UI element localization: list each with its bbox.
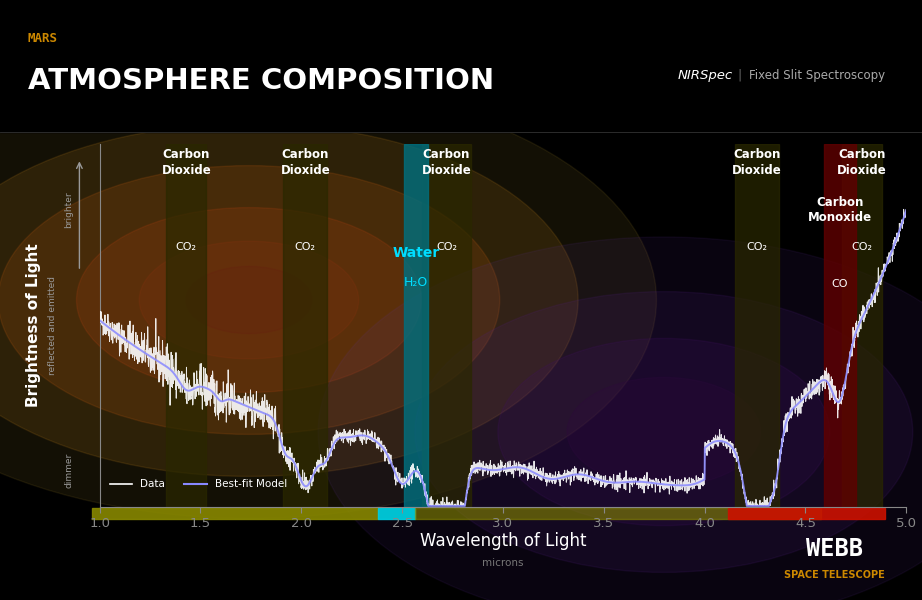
Text: CO₂: CO₂ (176, 242, 196, 252)
Bar (283, 144, 327, 507)
Ellipse shape (0, 166, 500, 434)
Text: CO₂: CO₂ (747, 242, 768, 252)
Text: Water: Water (393, 246, 440, 260)
Text: Carbon
Monoxide: Carbon Monoxide (808, 196, 872, 224)
Ellipse shape (0, 82, 656, 518)
Bar (422, 144, 470, 507)
Bar (378, 508, 415, 519)
Text: Carbon
Dioxide: Carbon Dioxide (837, 148, 887, 176)
Bar (415, 508, 821, 519)
Ellipse shape (186, 266, 312, 334)
Text: Fixed Slit Spectroscopy: Fixed Slit Spectroscopy (749, 68, 885, 82)
Text: brighter: brighter (65, 191, 74, 227)
Ellipse shape (415, 292, 913, 572)
Bar (735, 144, 779, 507)
Bar (823, 144, 856, 507)
Ellipse shape (0, 124, 578, 476)
Text: Carbon
Dioxide: Carbon Dioxide (421, 148, 471, 176)
Text: microns: microns (482, 558, 524, 568)
Text: Wavelength of Light: Wavelength of Light (420, 532, 586, 550)
Text: MARS: MARS (28, 32, 58, 46)
Text: dimmer: dimmer (65, 453, 74, 488)
Text: CO₂: CO₂ (436, 242, 457, 252)
Text: CO: CO (832, 279, 848, 289)
Text: WEBB: WEBB (806, 537, 863, 561)
Ellipse shape (567, 377, 761, 487)
Text: reflected and emitted: reflected and emitted (48, 276, 57, 375)
Text: Brightness of Light: Brightness of Light (26, 244, 41, 407)
Text: Best-fit Model: Best-fit Model (215, 479, 287, 489)
Bar (404, 144, 429, 507)
Bar (92, 508, 378, 519)
Text: Carbon
Dioxide: Carbon Dioxide (280, 148, 330, 176)
Text: Carbon
Dioxide: Carbon Dioxide (732, 148, 782, 176)
Text: ATMOSPHERE COMPOSITION: ATMOSPHERE COMPOSITION (28, 67, 494, 95)
Bar (728, 508, 885, 519)
Text: |: | (738, 68, 742, 82)
Bar (842, 144, 882, 507)
Bar (166, 144, 207, 507)
Ellipse shape (498, 338, 830, 526)
Bar (0, 0, 922, 132)
Ellipse shape (77, 208, 421, 392)
Text: Data: Data (140, 479, 165, 489)
Ellipse shape (139, 241, 359, 359)
Text: CO₂: CO₂ (851, 242, 872, 252)
Text: CO₂: CO₂ (295, 242, 316, 252)
Text: SPACE TELESCOPE: SPACE TELESCOPE (784, 570, 885, 580)
Text: NIRSpec: NIRSpec (678, 68, 733, 82)
Text: H₂O: H₂O (404, 276, 429, 289)
Ellipse shape (318, 237, 922, 600)
Text: Carbon
Dioxide: Carbon Dioxide (161, 148, 211, 176)
